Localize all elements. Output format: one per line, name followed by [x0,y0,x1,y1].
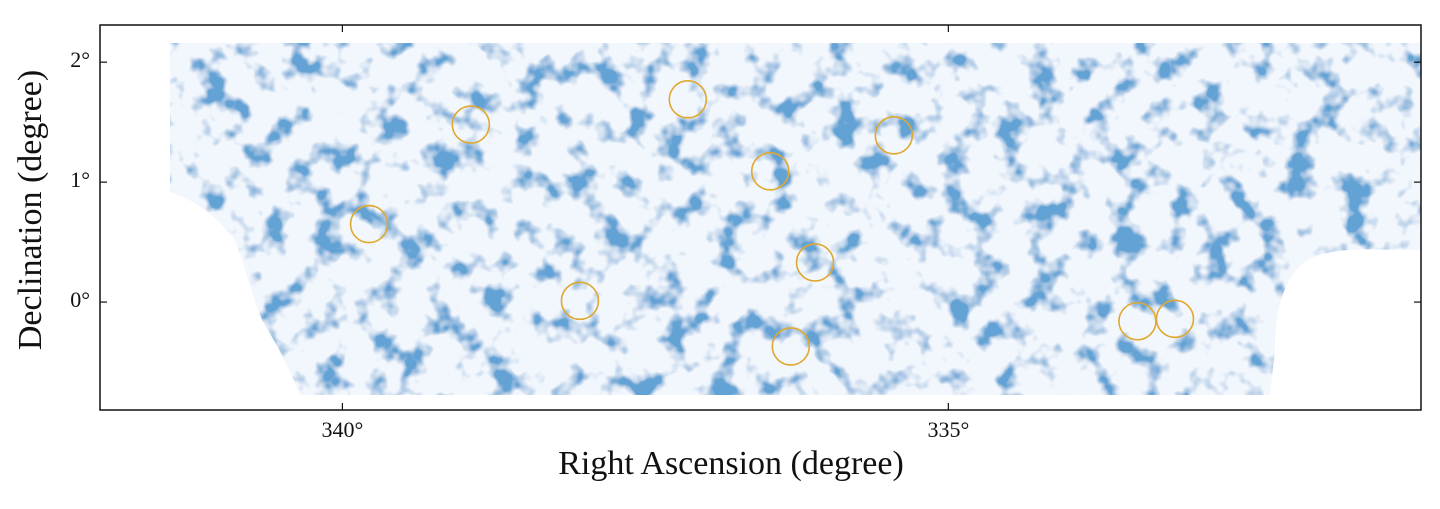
plot-frame [99,24,1422,411]
source-marker [795,243,835,282]
y-tick-label: 0° [70,287,90,312]
source-marker [874,116,914,155]
x-axis-label: Right Ascension (degree) [558,445,904,482]
sky-footprint [170,43,1421,395]
source-marker [750,152,790,191]
source-marker [1155,299,1195,339]
x-tick-label: 335° [927,417,969,442]
y-axis-label: Declination (degree) [12,70,49,350]
source-marker [451,105,491,144]
y-tick-label: 2° [70,47,90,72]
source-marker [668,80,708,119]
x-tick-label: 340° [321,417,363,442]
source-marker [349,204,389,244]
sky-map-image [170,43,1421,395]
y-tick-label: 1° [70,167,90,192]
source-marker [771,327,811,366]
source-marker [560,281,600,321]
